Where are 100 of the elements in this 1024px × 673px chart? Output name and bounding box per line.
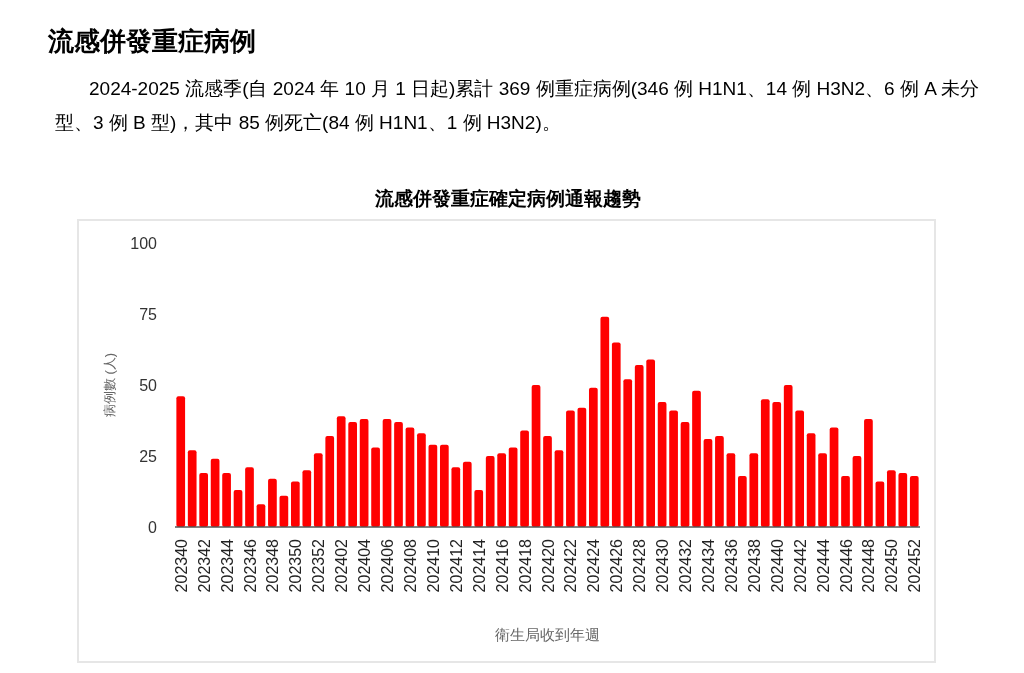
bar [864, 419, 873, 527]
text: 流感併發重症病例 [47, 26, 256, 56]
bar [600, 316, 610, 527]
bar [634, 365, 644, 527]
bar [566, 410, 575, 527]
bar [417, 433, 426, 527]
bar [531, 385, 541, 527]
x-tick-label: 202450 [883, 538, 901, 593]
bar [886, 470, 896, 527]
y-tick-label: 25 [139, 448, 158, 465]
x-tick-label: 202348 [264, 538, 282, 593]
bar [405, 427, 415, 527]
bar [302, 470, 312, 527]
x-tick-label: 202350 [287, 538, 305, 593]
bar [623, 379, 633, 527]
text: 2024-2025 流感季(自 2024 年 10 月 1 日起)累計 369 例重症病例(346 例 H1N1、14 例 H3N2、6 例 A 未分型、3 例 B 型)，其中 85 例死亡(84 例 H1N1、1 例 H3N2)。 [55, 77, 981, 135]
bar [898, 473, 908, 527]
bar [474, 490, 484, 527]
bar [852, 456, 862, 527]
x-tick-label: 202424 [585, 538, 603, 593]
x-tick-label: 202436 [722, 538, 740, 593]
bar [245, 467, 254, 527]
x-tick-label: 202452 [906, 538, 924, 593]
bar [485, 456, 495, 527]
x-tick-label: 202438 [745, 538, 763, 593]
x-axis-title: 衛生局收到年週 [495, 626, 600, 643]
x-tick-label: 202426 [608, 538, 626, 593]
bar [428, 444, 438, 527]
bar [772, 402, 782, 527]
y-axis-title: 病例數 (人) [102, 352, 117, 418]
x-tick-label: 202406 [379, 538, 397, 593]
chart-title: 流感併發重症確定病例通報趨勢 [374, 187, 641, 209]
bar [692, 390, 701, 527]
bar [336, 416, 346, 527]
bar [290, 481, 300, 527]
bar [749, 453, 759, 527]
x-tick-label: 202408 [401, 538, 419, 593]
bar [577, 407, 587, 527]
bar [841, 475, 850, 527]
y-tick-label: 0 [148, 519, 158, 536]
bar [703, 438, 713, 527]
x-tick-label: 202402 [333, 538, 351, 593]
bar [795, 410, 805, 527]
bar [508, 447, 518, 527]
x-tick-label: 202418 [516, 538, 534, 593]
x-tick-label: 202422 [562, 538, 580, 593]
bar [829, 427, 839, 527]
bar [611, 342, 621, 527]
bar [680, 421, 690, 527]
x-tick-label: 202420 [539, 538, 557, 593]
bar [462, 461, 472, 527]
x-tick-label: 202442 [791, 538, 809, 593]
y-tick-label: 75 [139, 306, 158, 323]
bar [359, 419, 369, 527]
bar [176, 396, 186, 527]
bar [588, 387, 598, 527]
x-tick-label: 202440 [768, 538, 786, 593]
bar [382, 419, 392, 527]
y-tick-label: 50 [139, 377, 158, 394]
x-tick-label: 202444 [814, 538, 832, 593]
x-tick-label: 202340 [172, 538, 190, 593]
bar [726, 453, 736, 527]
bar [394, 421, 403, 527]
bar [646, 359, 656, 527]
bar [439, 444, 449, 527]
x-tick-label: 202430 [654, 538, 672, 593]
bar [669, 410, 678, 527]
bar [737, 475, 747, 527]
bar [497, 453, 507, 527]
y-tick-label: 100 [130, 235, 158, 252]
x-tick-label: 202342 [195, 538, 213, 593]
bar [199, 473, 209, 527]
x-tick-label: 202346 [241, 538, 259, 593]
bar [348, 421, 358, 527]
bar [371, 447, 380, 527]
bar [268, 478, 277, 527]
x-tick-label: 202352 [310, 538, 328, 593]
bar [554, 450, 564, 527]
x-tick-label: 202410 [424, 538, 442, 593]
x-tick-label: 202412 [447, 538, 465, 593]
bar [657, 402, 667, 527]
bar [806, 433, 816, 527]
x-tick-label: 202432 [677, 538, 695, 593]
x-tick-label: 202414 [470, 538, 488, 593]
bar [187, 450, 197, 527]
bar [222, 473, 231, 527]
x-tick-label: 202434 [699, 538, 717, 593]
bar [760, 399, 770, 527]
bar [818, 453, 827, 527]
bar [715, 436, 724, 527]
bar [783, 385, 793, 527]
x-tick-label: 202448 [860, 538, 878, 593]
x-tick-label: 202344 [218, 538, 236, 593]
x-tick-label: 202404 [356, 538, 374, 593]
bar [210, 458, 220, 527]
bar [325, 436, 335, 527]
x-tick-label: 202416 [493, 538, 511, 593]
bar [313, 453, 323, 527]
bar [909, 475, 919, 527]
x-tick-label: 202428 [631, 538, 649, 593]
